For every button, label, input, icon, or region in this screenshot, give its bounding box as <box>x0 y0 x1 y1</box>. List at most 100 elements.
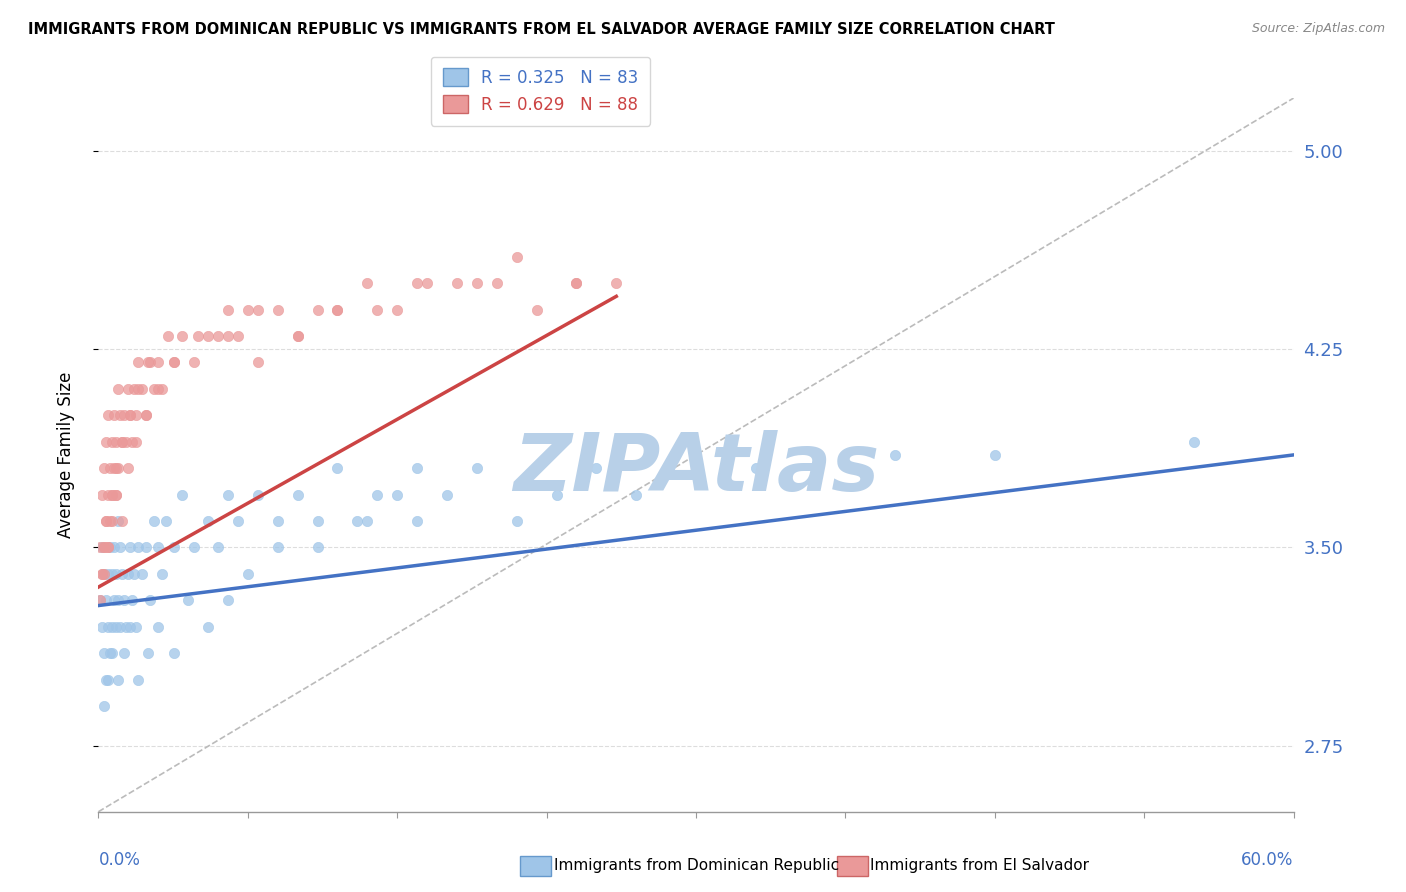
Point <box>366 302 388 317</box>
Point <box>103 593 125 607</box>
Point <box>125 620 148 634</box>
Point <box>163 541 186 555</box>
Point <box>163 355 186 369</box>
Point <box>111 514 134 528</box>
Point <box>124 382 146 396</box>
Point <box>148 541 170 555</box>
Point <box>406 276 429 290</box>
Point <box>97 673 120 687</box>
Point <box>143 514 166 528</box>
Point <box>307 541 329 555</box>
Point <box>111 434 134 449</box>
Point <box>91 541 114 555</box>
Point <box>346 514 368 528</box>
Point <box>101 487 124 501</box>
Point <box>526 302 548 317</box>
Point <box>546 487 568 501</box>
Point <box>89 593 111 607</box>
Point <box>236 566 259 581</box>
Point <box>117 461 139 475</box>
Point <box>131 382 153 396</box>
Point <box>217 329 239 343</box>
Point <box>246 302 269 317</box>
Point <box>326 302 349 317</box>
Point <box>326 302 349 317</box>
Point <box>105 487 128 501</box>
Point <box>96 514 118 528</box>
Point <box>685 461 707 475</box>
Point <box>98 461 122 475</box>
Point <box>183 355 205 369</box>
Point <box>105 487 128 501</box>
Point <box>326 461 349 475</box>
Point <box>416 276 439 290</box>
Point <box>465 461 488 475</box>
Point <box>96 514 118 528</box>
Text: IMMIGRANTS FROM DOMINICAN REPUBLIC VS IMMIGRANTS FROM EL SALVADOR AVERAGE FAMILY: IMMIGRANTS FROM DOMINICAN REPUBLIC VS IM… <box>28 22 1054 37</box>
Point <box>143 382 166 396</box>
Point <box>93 698 115 713</box>
Point <box>155 514 177 528</box>
Point <box>172 329 194 343</box>
Point <box>197 620 219 634</box>
Point <box>148 382 170 396</box>
Point <box>197 329 219 343</box>
Text: ZIPAtlas: ZIPAtlas <box>513 430 879 508</box>
Point <box>267 514 290 528</box>
Point <box>120 620 142 634</box>
Text: Immigrants from Dominican Republic: Immigrants from Dominican Republic <box>554 858 839 872</box>
Point <box>217 302 239 317</box>
Point <box>136 646 159 660</box>
Point <box>163 646 186 660</box>
Point <box>506 514 529 528</box>
Point <box>135 409 157 423</box>
Point <box>112 646 135 660</box>
Point <box>110 541 132 555</box>
Point <box>97 487 120 501</box>
Point <box>105 434 128 449</box>
Point <box>131 566 153 581</box>
Point <box>187 329 209 343</box>
Point <box>127 541 149 555</box>
Point <box>107 593 129 607</box>
Point <box>97 620 120 634</box>
Legend: R = 0.325   N = 83, R = 0.629   N = 88: R = 0.325 N = 83, R = 0.629 N = 88 <box>432 56 650 126</box>
Point <box>117 566 139 581</box>
Point <box>157 329 180 343</box>
Point <box>565 276 588 290</box>
Point <box>485 276 508 290</box>
Point <box>120 409 142 423</box>
Point <box>112 409 135 423</box>
Point <box>105 461 128 475</box>
Point <box>91 487 114 501</box>
Point <box>103 541 125 555</box>
Point <box>120 541 142 555</box>
Text: 60.0%: 60.0% <box>1241 851 1294 869</box>
Point <box>287 329 309 343</box>
Point <box>356 514 378 528</box>
Point <box>115 434 138 449</box>
Point <box>246 487 269 501</box>
Text: Source: ZipAtlas.com: Source: ZipAtlas.com <box>1251 22 1385 36</box>
Point <box>105 566 128 581</box>
Point <box>139 355 162 369</box>
Point <box>267 541 290 555</box>
Point <box>385 302 409 317</box>
Point <box>226 514 249 528</box>
Point <box>565 276 588 290</box>
Point <box>127 382 149 396</box>
Point <box>121 434 143 449</box>
Point <box>101 646 124 660</box>
Point <box>626 487 648 501</box>
Point <box>125 409 148 423</box>
Point <box>98 541 122 555</box>
Point <box>745 461 768 475</box>
Point <box>101 434 124 449</box>
Point <box>150 566 173 581</box>
Point <box>93 566 115 581</box>
Text: 0.0%: 0.0% <box>98 851 141 869</box>
Point <box>307 302 329 317</box>
Point <box>366 487 388 501</box>
Point <box>89 541 111 555</box>
Point <box>217 593 239 607</box>
